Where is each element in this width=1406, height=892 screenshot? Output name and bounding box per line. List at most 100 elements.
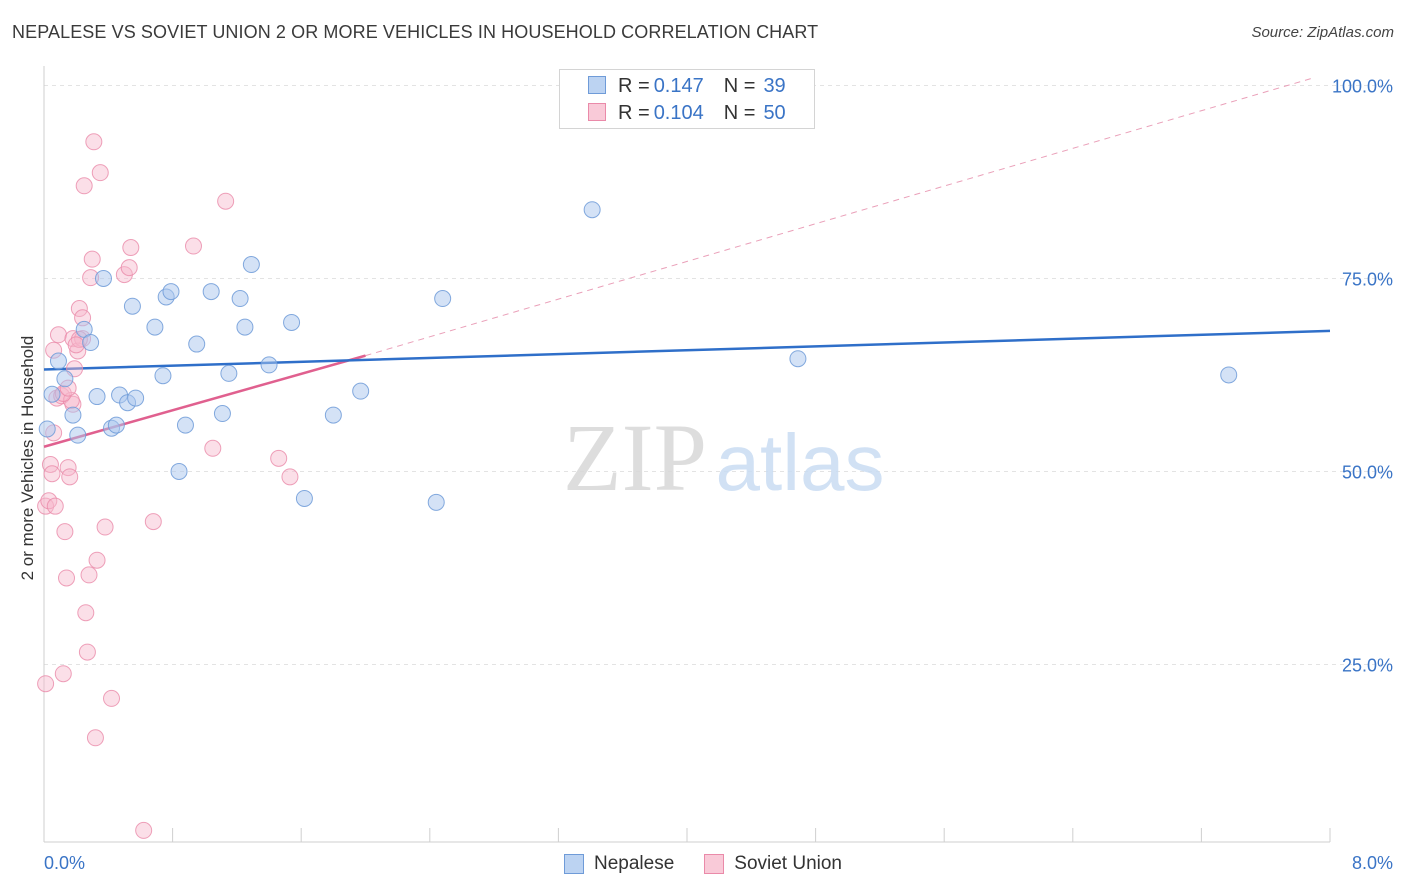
nepalese-point (295, 489, 313, 507)
n-label: N = (723, 74, 756, 97)
soviet-union-point (91, 164, 109, 182)
watermark-atlas: atlas (716, 418, 885, 507)
x-tick-label: 8.0% (1352, 853, 1393, 873)
soviet-union-point (122, 239, 140, 257)
nepalese-point (127, 389, 145, 407)
soviet-union-point (37, 497, 55, 515)
y-tick-label: 75.0% (1342, 269, 1393, 289)
soviet-union-point (67, 336, 85, 354)
nepalese-point (82, 334, 100, 352)
nepalese-point (107, 416, 125, 434)
nepalese-trend-line (43, 329, 1331, 371)
watermark-zip: ZIP (563, 404, 707, 511)
nepalese-point (64, 406, 82, 424)
nepalese-point (583, 201, 601, 219)
correlation-legend: R = 0.147 N = 39 R = 0.104 N = 50 (559, 69, 815, 129)
nepalese-point (56, 370, 74, 388)
nepalese-point (789, 350, 807, 368)
nepalese-point (94, 269, 112, 287)
soviet-union-point (61, 468, 79, 486)
nepalese-point (123, 297, 141, 315)
x-tick-label: 0.0% (44, 853, 85, 873)
soviet-union-point (204, 439, 222, 457)
nepalese-point (1220, 366, 1238, 384)
soviet-union-point (281, 468, 299, 486)
soviet-union-point (54, 665, 72, 683)
r-label: R = (618, 74, 650, 97)
nepalese-point (283, 313, 301, 331)
soviet-union-point (83, 250, 101, 268)
nepalese-point (202, 283, 220, 301)
soviet-union-point (49, 326, 67, 344)
data-points (37, 133, 1238, 839)
soviet-union-point (78, 643, 96, 661)
soviet-union-point (96, 518, 114, 536)
soviet-union-point (37, 675, 55, 693)
r-value: 0.104 (653, 101, 704, 124)
legend-label: Nepalese (593, 853, 675, 874)
nepalese-point (38, 420, 56, 438)
nepalese-point (162, 283, 180, 301)
soviet-union-point (86, 729, 104, 747)
soviet-union-point (88, 551, 106, 569)
soviet-union-point (270, 449, 288, 467)
soviet-union-point (77, 604, 95, 622)
nepalese-point (427, 493, 445, 511)
legend-row-nepalese: R = 0.147 N = 39 (618, 73, 786, 99)
soviet-union-point (184, 237, 202, 255)
source-label: Source: ZipAtlas.com (1251, 24, 1394, 41)
r-label: R = (618, 101, 650, 124)
soviet-union-point (80, 566, 98, 584)
nepalese-point (69, 426, 87, 444)
nepalese-point (154, 367, 172, 385)
nepalese-point (242, 256, 260, 274)
soviet-union-point (70, 300, 88, 318)
soviet-union-swatch (704, 854, 725, 874)
soviet-union-point (56, 523, 74, 541)
soviet-union-point (75, 177, 93, 195)
nepalese-point (170, 462, 188, 480)
nepalese-point (236, 318, 254, 336)
nepalese-point (324, 406, 342, 424)
soviet-union-point (120, 259, 138, 277)
nepalese-point (260, 356, 278, 374)
nepalese-point (146, 318, 164, 336)
nepalese-point (88, 388, 106, 406)
axes (43, 66, 1331, 843)
nepalese-point (43, 385, 61, 403)
soviet-union-point (46, 497, 64, 515)
n-value: 50 (763, 101, 786, 124)
nepalese-point (188, 335, 206, 353)
legend-item-nepalese: Nepalese (563, 853, 675, 875)
nepalese-swatch (588, 76, 606, 94)
nepalese-point (220, 364, 238, 382)
legend-item-soviet-union: Soviet Union (704, 853, 842, 875)
nepalese-swatch (563, 854, 584, 874)
soviet-union-point (217, 192, 235, 210)
nepalese-point (176, 416, 194, 434)
soviet-union-point (103, 689, 121, 707)
nepalese-point (213, 405, 231, 423)
chart-title: NEPALESE VS SOVIET UNION 2 OR MORE VEHIC… (12, 22, 819, 42)
trend-lines (43, 77, 1331, 448)
n-value: 39 (763, 74, 786, 97)
watermark: ZIP atlas (563, 404, 884, 511)
soviet-union-trend-line (43, 354, 366, 448)
gridlines (44, 84, 1392, 665)
soviet-union-swatch (588, 103, 606, 121)
series-legend: Nepalese Soviet Union (0, 850, 1406, 878)
soviet-union-point (144, 513, 162, 531)
nepalese-point (231, 290, 249, 308)
nepalese-point (434, 290, 452, 308)
y-tick-label: 25.0% (1342, 655, 1393, 675)
soviet-union-point (58, 569, 76, 587)
soviet-union-point (85, 133, 103, 151)
soviet-union-point (43, 465, 61, 483)
nepalese-point (49, 352, 67, 370)
soviet-union-trend-extension (365, 77, 1315, 357)
y-tick-label: 100.0% (1332, 76, 1393, 96)
nepalese-point (352, 382, 370, 400)
tick-labels: 25.0% 50.0% 75.0% 100.0% 0.0% 8.0% (44, 76, 1393, 873)
y-tick-label: 50.0% (1342, 462, 1393, 482)
